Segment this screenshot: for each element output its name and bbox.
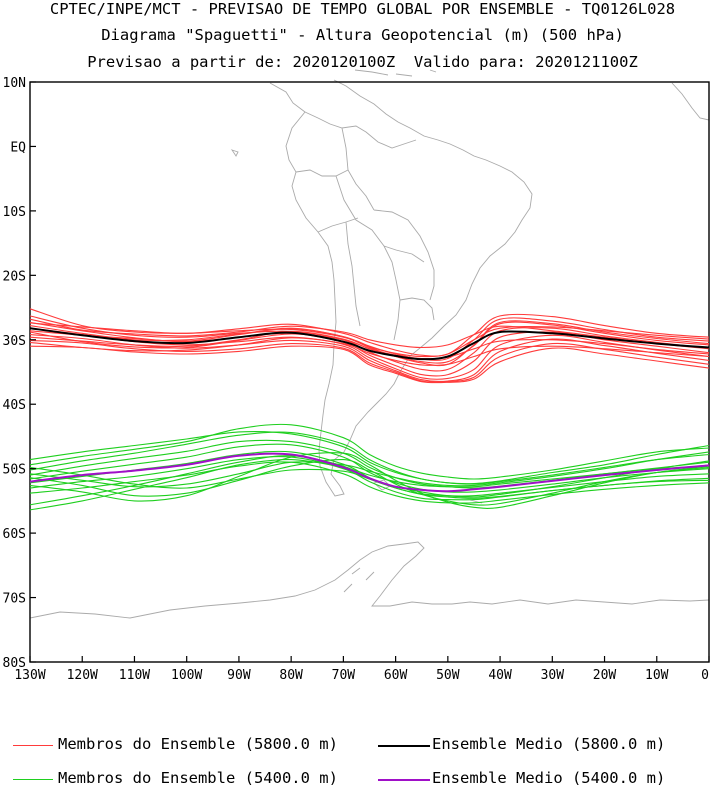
title-line-3: Previsao a partir de: 2020120100Z Valido… <box>87 53 638 71</box>
lon-label-130W: 130W <box>14 668 45 683</box>
legend-swatch-mean-5800 <box>378 745 430 747</box>
lat-label-70S: 70S <box>3 592 26 607</box>
mean-5800-line <box>29 327 710 361</box>
member-5400-line-1 <box>29 430 710 485</box>
member-5800-line-11 <box>29 318 710 350</box>
member-5800-line-7 <box>29 345 710 384</box>
latitude-axis: 10N EQ 10S 20S 30S 40S 50S 60S 70S 80S <box>3 76 36 671</box>
legend-label-mean-5800: Ensemble Medio (5800.0 m) <box>432 735 666 753</box>
lat-label-30S: 30S <box>3 334 26 349</box>
member-5800-line-9 <box>29 317 710 361</box>
lon-label-60W: 60W <box>384 668 408 683</box>
legend-label-members-5800: Membros do Ensemble (5800.0 m) <box>58 735 338 753</box>
galapagos <box>230 149 239 157</box>
antarctica-coast <box>29 541 710 619</box>
lat-label-80S: 80S <box>3 656 26 671</box>
plot-frame <box>29 81 710 663</box>
member-5400-line-11 <box>29 451 710 488</box>
mean-5400-line <box>29 452 710 493</box>
member-5800-line-4 <box>29 327 710 380</box>
antarctic-peninsula-islands <box>343 567 375 593</box>
member-5800-line-8 <box>29 313 710 357</box>
spaghetti-map: 10N EQ 10S 20S 30S 40S 50S 60S 70S 80S 130W 120W 11… <box>3 69 710 683</box>
lon-label-90W: 90W <box>227 668 251 683</box>
lon-label-20W: 20W <box>593 668 617 683</box>
member-5400-line-10 <box>29 459 710 511</box>
member-5400-line-14 <box>29 452 710 509</box>
lon-label-10W: 10W <box>645 668 669 683</box>
legend-label-members-5400: Membros do Ensemble (5400.0 m) <box>58 769 338 787</box>
longitude-axis: 130W 120W 110W 100W 90W 80W 70W 60W 50W 40W 30W 20W… <box>14 656 710 683</box>
member-5400-line-5 <box>29 443 710 493</box>
lat-label-60S: 60S <box>3 527 26 542</box>
member-5800-line-13 <box>29 337 710 366</box>
lon-label-0: 0 <box>701 668 709 683</box>
series-layer <box>29 308 710 511</box>
lon-label-120W: 120W <box>67 668 98 683</box>
legend-swatch-members-5400 <box>13 779 53 780</box>
title-line-2: Diagrama "Spaguetti" - Altura Geopotenci… <box>101 26 624 44</box>
title-line-1: CPTEC/INPE/MCT - PREVISAO DE TEMPO GLOBA… <box>49 0 676 18</box>
caribbean-islands <box>354 69 437 77</box>
member-5800-line-14 <box>29 325 710 358</box>
lon-label-40W: 40W <box>488 668 512 683</box>
coastline-layer <box>29 69 710 619</box>
border-lines <box>295 111 435 341</box>
legend-swatch-members-5800 <box>13 745 53 746</box>
member-5800-line-2 <box>29 315 710 372</box>
south-america-coast <box>269 79 533 497</box>
member-5400-line-13 <box>29 459 710 506</box>
lat-label-EQ: EQ <box>10 140 26 155</box>
lat-label-40S: 40S <box>3 398 26 413</box>
africa-coast <box>671 82 710 121</box>
lat-label-10S: 10S <box>3 205 26 220</box>
lat-label-50S: 50S <box>3 463 26 478</box>
lon-label-30W: 30W <box>541 668 565 683</box>
lat-label-20S: 20S <box>3 269 26 284</box>
lat-label-10N: 10N <box>3 76 26 91</box>
lon-label-80W: 80W <box>279 668 303 683</box>
legend-swatch-mean-5400 <box>378 779 430 781</box>
member-5400-line-2 <box>29 423 710 480</box>
member-5400-line-9 <box>29 455 710 506</box>
member-5400-line-3 <box>29 431 710 485</box>
lon-label-50W: 50W <box>436 668 460 683</box>
lon-label-100W: 100W <box>171 668 202 683</box>
lon-label-110W: 110W <box>119 668 150 683</box>
legend-label-mean-5400: Ensemble Medio (5400.0 m) <box>432 769 666 787</box>
lon-label-70W: 70W <box>332 668 356 683</box>
